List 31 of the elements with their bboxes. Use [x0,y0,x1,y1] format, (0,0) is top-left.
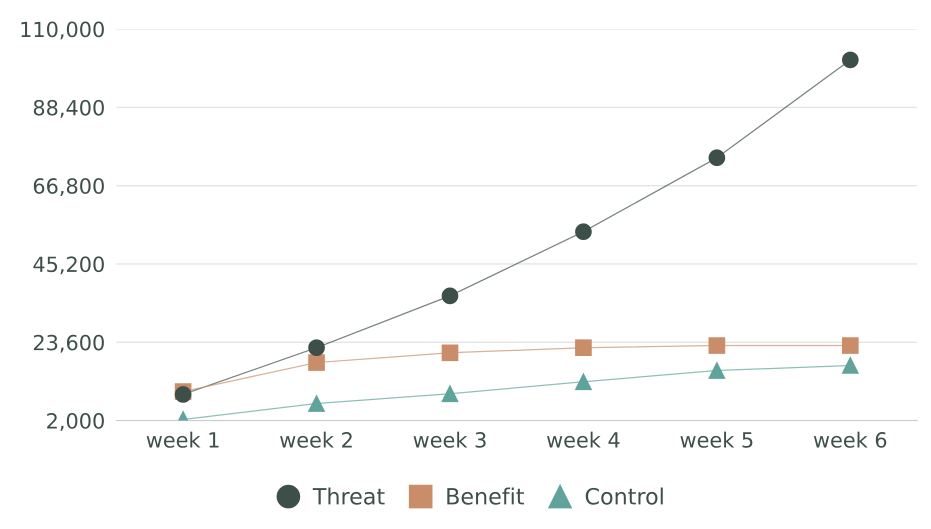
legend-label: Benefit [447,487,524,505]
point [442,288,458,304]
x-tick-label: week 6 [814,432,886,448]
point [575,373,592,390]
x-tick-label: week 3 [414,432,486,448]
x-tick-label: week 2 [280,432,352,448]
point [842,357,859,374]
point [708,362,726,379]
point [708,149,726,166]
legend-label: Control [586,487,663,505]
x-tick-label: week 1 [146,432,218,448]
point [308,339,325,356]
point [442,385,458,402]
point [308,354,325,371]
y-tick-label: 45,200 [33,256,104,274]
legend-label: Threat [312,487,385,505]
x-tick-label: week 4 [546,432,620,448]
y-tick-label: 88,400 [34,100,104,118]
y-tick-label: 110,000 [21,22,104,40]
point [708,337,726,354]
point [174,386,192,403]
y-tick-label: 2,000 [47,413,104,431]
point [308,395,325,412]
point [842,52,859,68]
y-tick-label: 66,800 [34,178,104,196]
y-tick-label: 23,600 [34,334,104,353]
point [575,223,592,240]
point [842,337,859,354]
point [575,339,592,356]
x-tick-label: week 5 [680,432,752,448]
point [442,344,458,362]
